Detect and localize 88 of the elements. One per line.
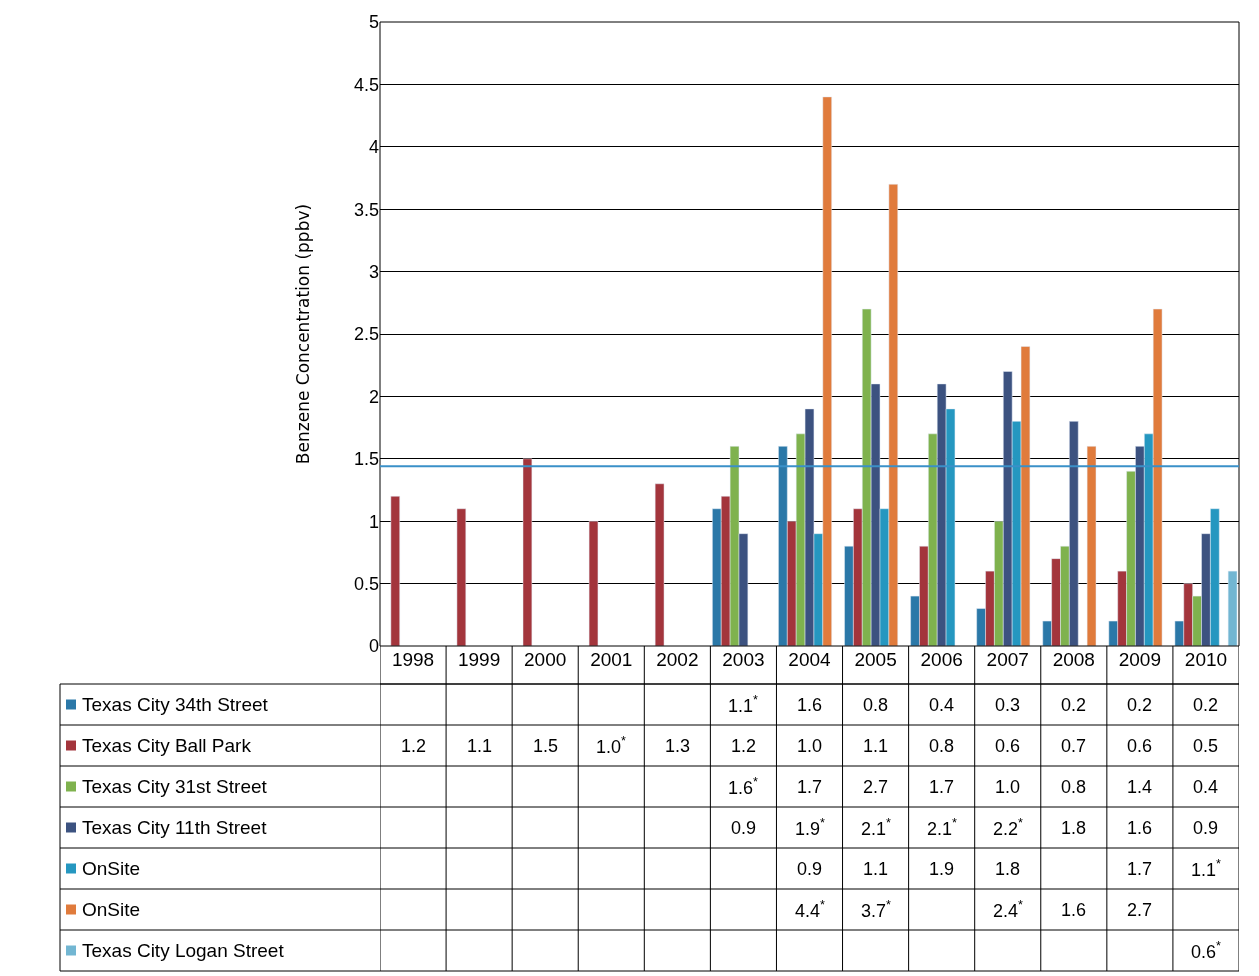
- data-label: 2.7: [863, 777, 889, 797]
- data-label: 3.7$^{*}$: [861, 898, 892, 921]
- data-label: 0.2: [1127, 695, 1153, 715]
- x-tick-label: 2010: [1184, 649, 1228, 670]
- data-label: 0.6: [1127, 736, 1153, 756]
- x-tick-label: 2008: [1052, 649, 1095, 670]
- data-label: 1.9: [929, 859, 955, 879]
- y-tick-label: 3: [368, 261, 379, 282]
- bar: [390, 495, 400, 646]
- bar: [1086, 446, 1097, 646]
- data-label: 1.6$^{*}$: [728, 775, 759, 798]
- data-label: 0.4: [929, 695, 955, 715]
- data-label: 0.2: [1193, 695, 1219, 715]
- bar: [522, 458, 533, 646]
- x-tick-label: 2005: [854, 649, 897, 670]
- x-tick-label: 2006: [920, 649, 963, 670]
- x-tick-label: 2000: [524, 649, 567, 670]
- data-label: 1.6: [797, 695, 823, 715]
- y-tick-label: 4.5: [353, 74, 379, 95]
- data-label: 1.1: [863, 859, 889, 879]
- data-label: 0.8: [929, 736, 955, 756]
- y-tick-label: 1.5: [353, 449, 379, 470]
- legend-label: OnSite: [82, 858, 141, 879]
- data-label: 1.1: [863, 736, 889, 756]
- data-label: 1.9$^{*}$: [795, 816, 826, 839]
- y-axis-title: Benzene Concentration (ppbv): [292, 203, 313, 465]
- legend-label: Texas City 31st Street: [82, 776, 268, 797]
- data-label: 0.4: [1193, 777, 1219, 797]
- data-label: 0.5: [1193, 736, 1219, 756]
- bar: [588, 520, 599, 646]
- y-tick-label: 0.5: [353, 573, 379, 594]
- data-label: 0.8: [863, 695, 889, 715]
- bar: [1227, 570, 1238, 646]
- data-label: 1.1$^{*}$: [728, 693, 759, 716]
- y-tick-label: 3.5: [353, 199, 379, 220]
- data-label: 2.4$^{*}$: [993, 898, 1024, 921]
- data-label: 2.1$^{*}$: [861, 816, 892, 839]
- y-tick-label: 4: [368, 137, 379, 158]
- data-label: 1.2: [401, 736, 427, 756]
- data-label: 1.6: [1127, 818, 1153, 838]
- x-tick-label: 2007: [986, 649, 1029, 670]
- legend-label: OnSite: [82, 899, 141, 920]
- data-label: 2.7: [1127, 900, 1153, 920]
- y-tick-label: 2: [368, 386, 379, 407]
- data-label: 1.7: [929, 777, 955, 797]
- x-tick-label: 2002: [656, 649, 699, 670]
- bar: [456, 508, 467, 646]
- bar: [654, 483, 665, 646]
- data-label: 1.0: [995, 777, 1021, 797]
- data-label: 0.9: [1193, 818, 1219, 838]
- data-label: 2.1$^{*}$: [927, 816, 958, 839]
- y-tick-label: 1: [368, 511, 379, 532]
- data-label: 0.2: [1061, 695, 1087, 715]
- data-label: 1.1: [467, 736, 493, 756]
- data-label: 0.6: [995, 736, 1021, 756]
- data-label: 0.8: [1061, 777, 1087, 797]
- data-label: 1.6: [1061, 900, 1087, 920]
- data-label: 1.0: [797, 736, 823, 756]
- x-tick-label: 1999: [457, 649, 501, 670]
- x-tick-label: 2009: [1118, 649, 1162, 670]
- y-tick-label: 5: [368, 12, 379, 33]
- data-label: 1.1$^{*}$: [1191, 857, 1222, 880]
- x-tick-label: 1998: [391, 649, 435, 670]
- data-label: 0.9: [731, 818, 757, 838]
- data-label: 1.5: [533, 736, 559, 756]
- legend-label: Texas City Ball Park: [82, 735, 252, 756]
- legend-label: Texas City 11th Street: [82, 817, 268, 838]
- data-label: 0.6$^{*}$: [1191, 939, 1222, 962]
- data-label: 1.3: [665, 736, 691, 756]
- data-label: 1.7: [1127, 859, 1153, 879]
- y-tick-label: 2.5: [353, 324, 379, 345]
- data-label: 4.4$^{*}$: [795, 898, 826, 921]
- data-label: 1.0$^{*}$: [596, 734, 627, 757]
- legend-label: Texas City Logan Street: [82, 940, 285, 961]
- data-label: 0.9: [797, 859, 823, 879]
- legend-label: Texas City 34th Street: [82, 694, 269, 715]
- data-label: 1.8: [1061, 818, 1087, 838]
- data-label: 1.2: [731, 736, 757, 756]
- data-label: 0.7: [1061, 736, 1087, 756]
- data-label: 0.3: [995, 695, 1021, 715]
- data-label: 2.2$^{*}$: [993, 816, 1024, 839]
- data-label: 1.8: [995, 859, 1021, 879]
- y-tick-label: 0: [368, 636, 379, 657]
- data-label: 1.7: [797, 777, 823, 797]
- x-tick-label: 2003: [722, 649, 765, 670]
- x-tick-label: 2004: [788, 649, 832, 670]
- x-tick-label: 2001: [590, 649, 633, 670]
- data-label: 1.4: [1127, 777, 1153, 797]
